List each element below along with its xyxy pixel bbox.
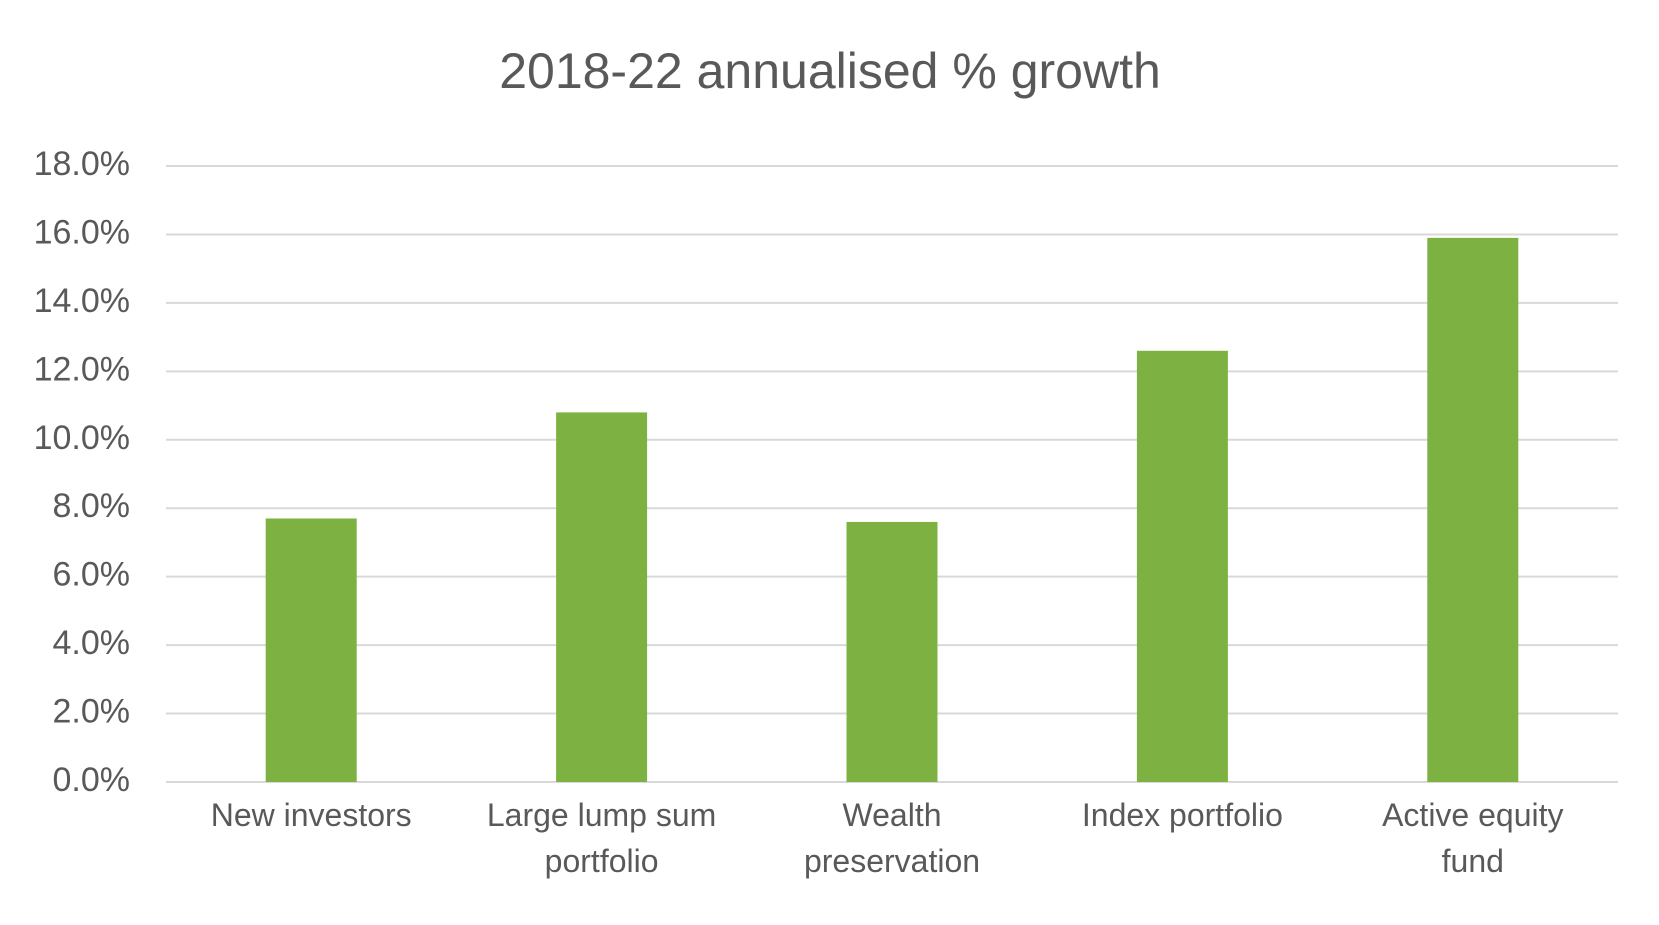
y-tick-label: 14.0%: [34, 282, 130, 320]
y-tick-label: 16.0%: [34, 213, 130, 251]
x-tick-label: Wealth preservation: [803, 797, 981, 879]
y-tick-label: 4.0%: [53, 624, 131, 662]
chart-title: 2018-22 annualised % growth: [499, 43, 1161, 99]
x-tick-label: Active equity fund: [1382, 797, 1564, 879]
y-tick-label: 6.0%: [53, 556, 131, 594]
y-tick-label: 2.0%: [53, 693, 131, 731]
y-tick-label: 0.0%: [53, 761, 131, 799]
bar: [1136, 350, 1228, 782]
bar: [265, 518, 357, 782]
bar: [556, 412, 648, 782]
x-tick-label: Large lump sum portfolio: [486, 797, 717, 879]
y-tick-label: 18.0%: [34, 145, 130, 183]
y-tick-label: 10.0%: [34, 419, 130, 457]
bar: [846, 521, 938, 782]
x-tick-label: Index portfolio: [1081, 797, 1283, 833]
y-tick-label: 8.0%: [53, 487, 131, 525]
bar: [1427, 237, 1519, 782]
x-tick-label: New investors: [210, 797, 412, 833]
y-tick-label: 12.0%: [34, 350, 130, 388]
